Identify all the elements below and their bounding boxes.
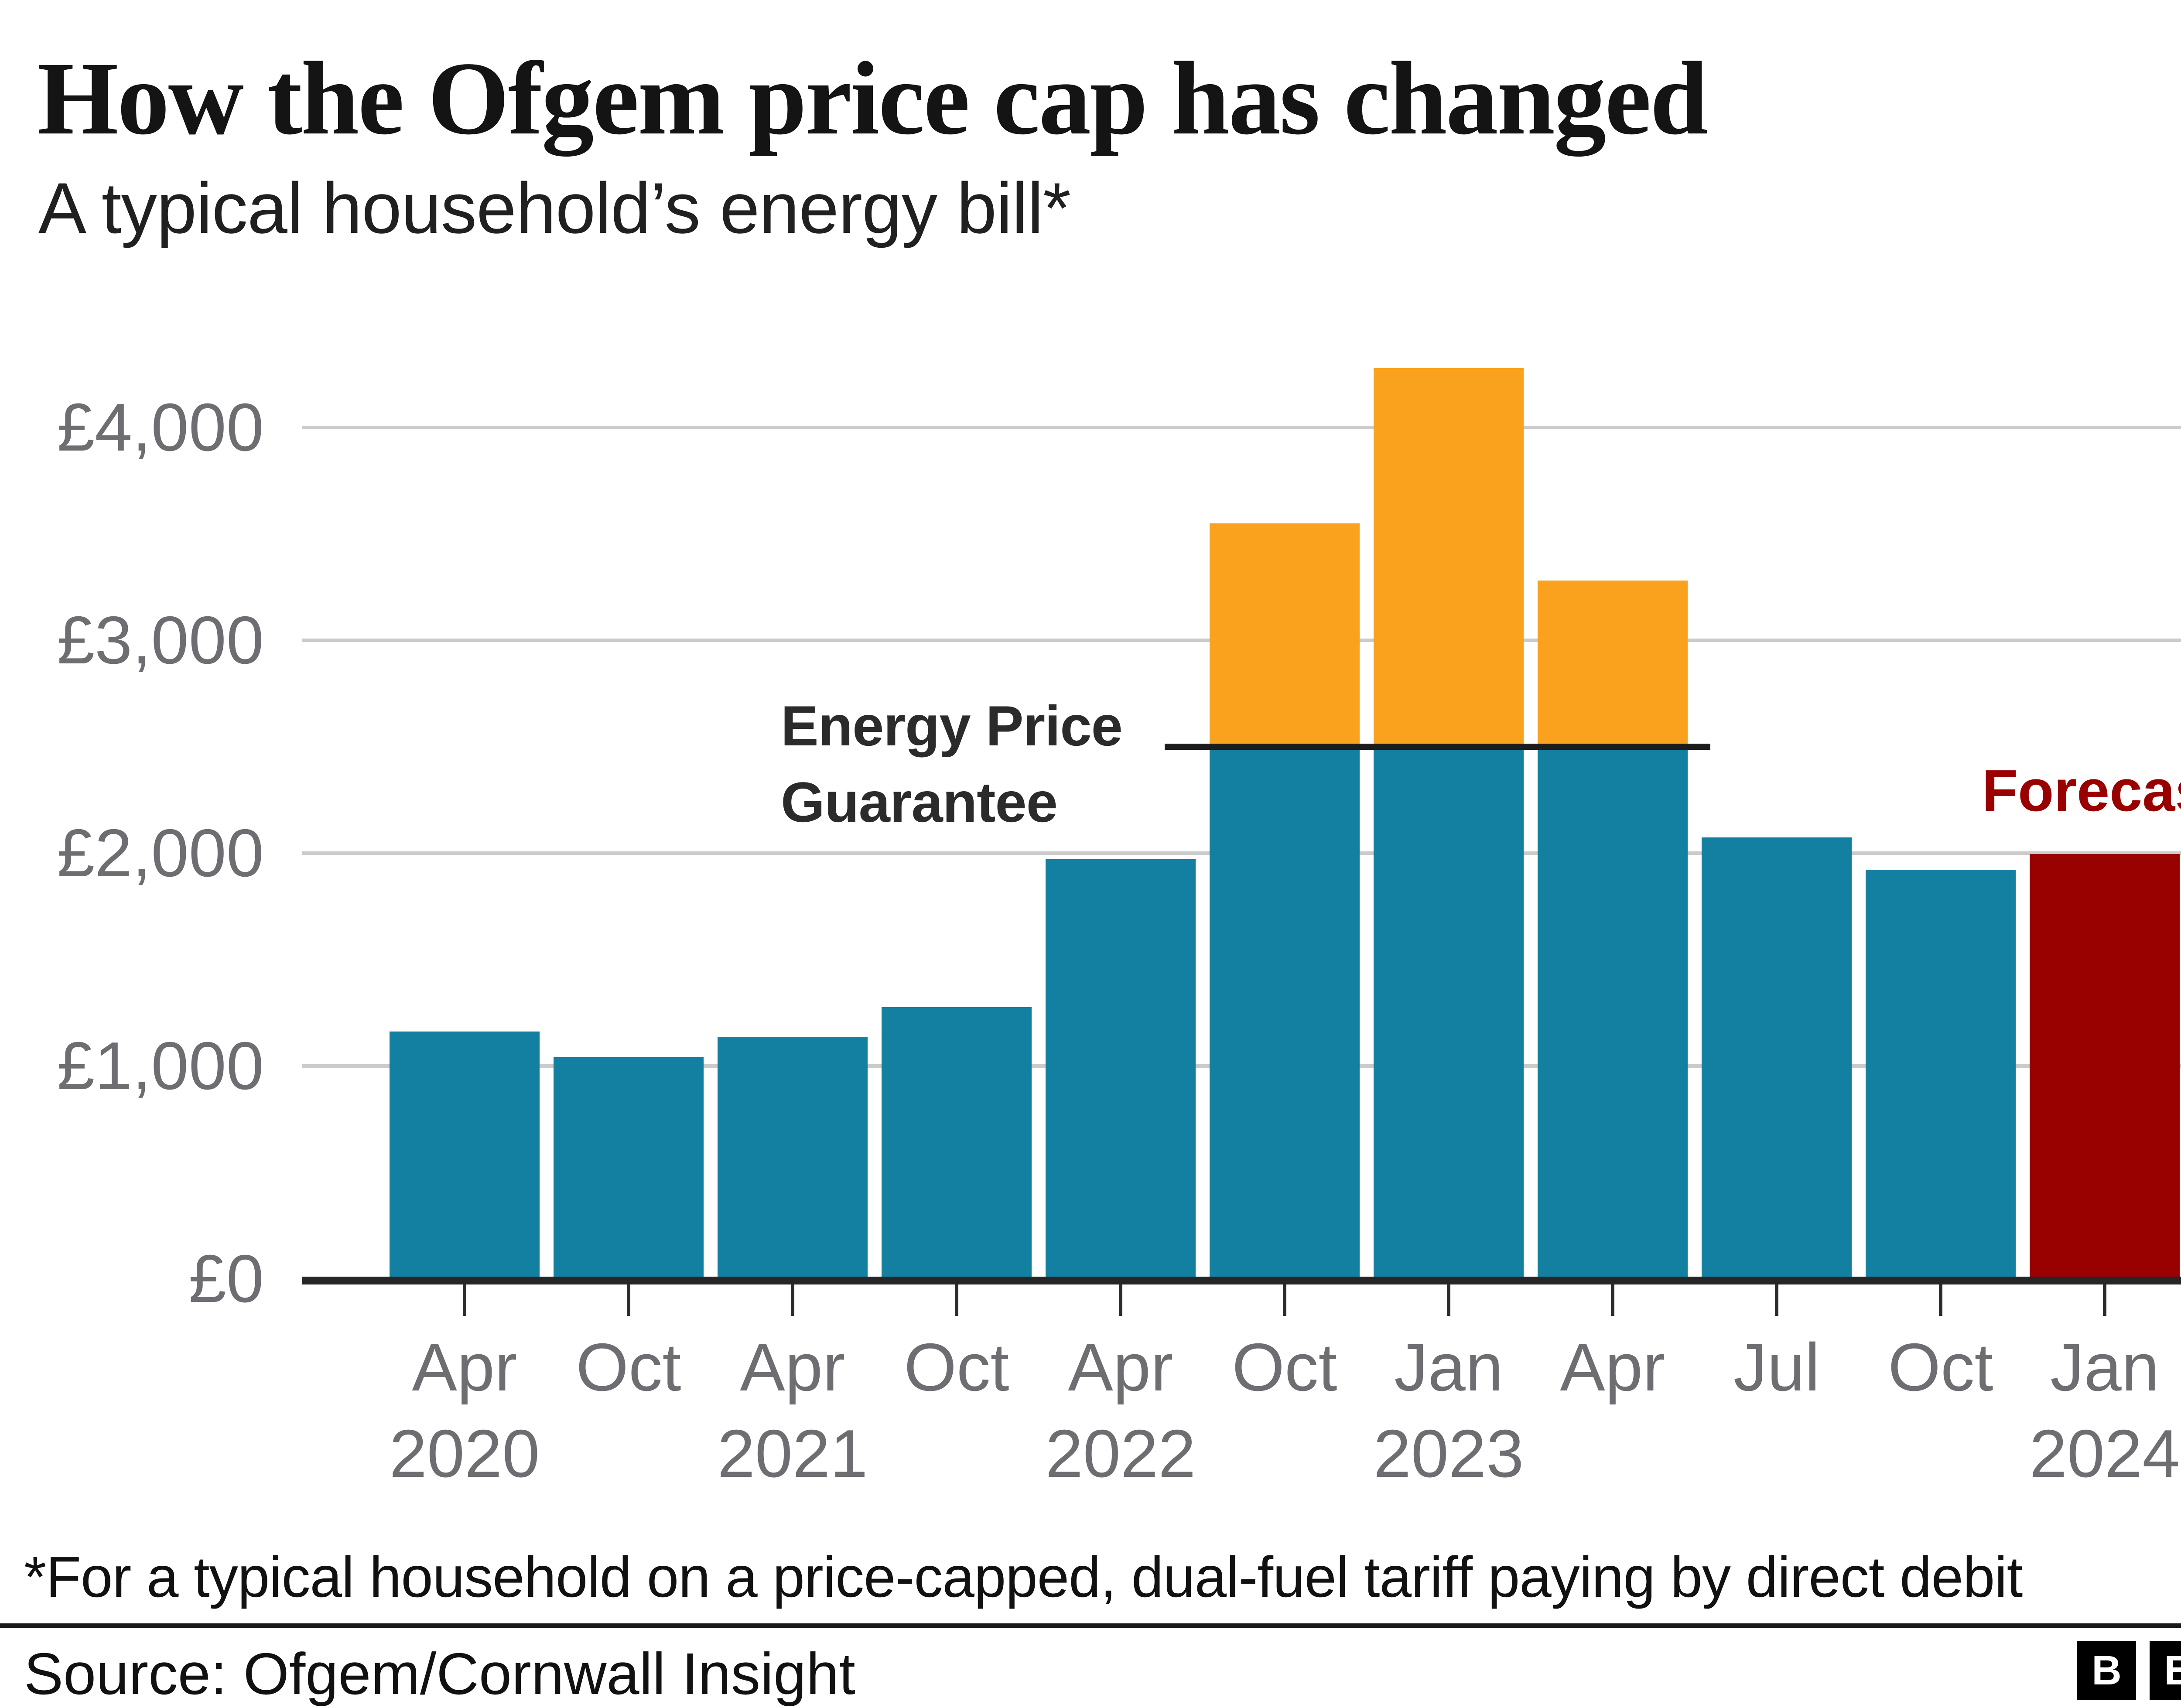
x-axis-year-2024: 2024 [2029, 1416, 2180, 1491]
x-axis-year-2023: 2023 [1373, 1416, 1524, 1491]
energy-price-guarantee-line [1165, 744, 1710, 750]
x-axis-tick-jan-2024 [2103, 1284, 2106, 1316]
bar-oct-2020 [554, 1057, 704, 1277]
epg-label-line2: Guarantee [781, 770, 1058, 834]
y-axis-label-4000: £4,000 [57, 389, 264, 465]
x-axis-tick-oct-2023 [1939, 1284, 1942, 1316]
bar-oct-2022 [1210, 747, 1360, 1277]
energy-price-guarantee-label: Energy Price Guarantee [781, 688, 1123, 840]
x-axis-tick-jul-2023 [1775, 1284, 1778, 1316]
x-axis-tick-apr-2022 [1119, 1284, 1122, 1316]
x-axis-tick-oct-2021 [955, 1284, 958, 1316]
x-axis-label-apr-2023: Apr [1560, 1329, 1665, 1405]
x-axis-label-oct-2022: Oct [1232, 1329, 1337, 1405]
bbc-logo-block-1: B [2077, 1641, 2136, 1700]
x-axis-label-oct-2023: Oct [1888, 1329, 1993, 1405]
x-axis-year-2021: 2021 [717, 1416, 868, 1491]
x-axis-tick-jan-2023 [1447, 1284, 1450, 1316]
x-axis-tick-apr-2020 [463, 1284, 466, 1316]
x-axis-label-jan-2024: Jan [2050, 1329, 2159, 1405]
bar-apr-2022 [1046, 859, 1196, 1277]
bbc-logo-block-2: B [2150, 1641, 2181, 1700]
x-axis-year-2020: 2020 [389, 1416, 540, 1491]
chart-subtitle: A typical household’s energy bill* [38, 168, 1071, 248]
bar-apr-2021 [718, 1037, 868, 1277]
x-axis-year-2022: 2022 [1045, 1416, 1196, 1491]
bar-apr-2020 [390, 1032, 540, 1277]
bar-jan-2024-forecast [2030, 854, 2180, 1277]
x-axis-label-oct-2021: Oct [904, 1329, 1009, 1405]
y-axis-label-1000: £1,000 [57, 1028, 264, 1103]
footnote: *For a typical household on a price-capp… [24, 1545, 2023, 1609]
bar-jan-2023-above-guarantee [1374, 368, 1524, 747]
y-axis-label-3000: £3,000 [57, 602, 264, 678]
x-axis-label-apr-2021: Apr [740, 1329, 845, 1405]
forecast-label: Forecast [1982, 758, 2181, 823]
bar-jul-2023 [1702, 837, 1852, 1277]
bar-oct-2021 [882, 1007, 1032, 1277]
x-axis-label-jul-2023: Jul [1733, 1329, 1820, 1405]
x-axis-tick-oct-2020 [627, 1284, 630, 1316]
source-credit: Source: Ofgem/Cornwall Insight [24, 1641, 855, 1707]
x-axis-label-apr-2020: Apr [412, 1329, 517, 1405]
bar-oct-2022-above-guarantee [1210, 523, 1360, 747]
x-axis-label-jan-2023: Jan [1394, 1329, 1503, 1405]
x-axis-label-apr-2022: Apr [1068, 1329, 1173, 1405]
chart-title: How the Ofgem price cap has changed [37, 40, 1708, 156]
y-axis-label-2000: £2,000 [57, 815, 264, 891]
x-axis-label-oct-2020: Oct [576, 1329, 681, 1405]
footer-divider [0, 1623, 2181, 1628]
x-axis-tick-oct-2022 [1283, 1284, 1286, 1316]
x-axis-tick-apr-2023 [1611, 1284, 1614, 1316]
bar-apr-2023-above-guarantee [1538, 581, 1688, 747]
bar-oct-2023 [1866, 870, 2016, 1277]
epg-label-line1: Energy Price [781, 694, 1123, 758]
bar-jan-2023 [1374, 747, 1524, 1277]
x-axis-tick-apr-2021 [791, 1284, 794, 1316]
bar-apr-2023 [1538, 747, 1688, 1277]
gridline-4000 [302, 426, 2181, 429]
x-axis-line [302, 1277, 2181, 1284]
y-axis-label-0: £0 [188, 1241, 264, 1316]
